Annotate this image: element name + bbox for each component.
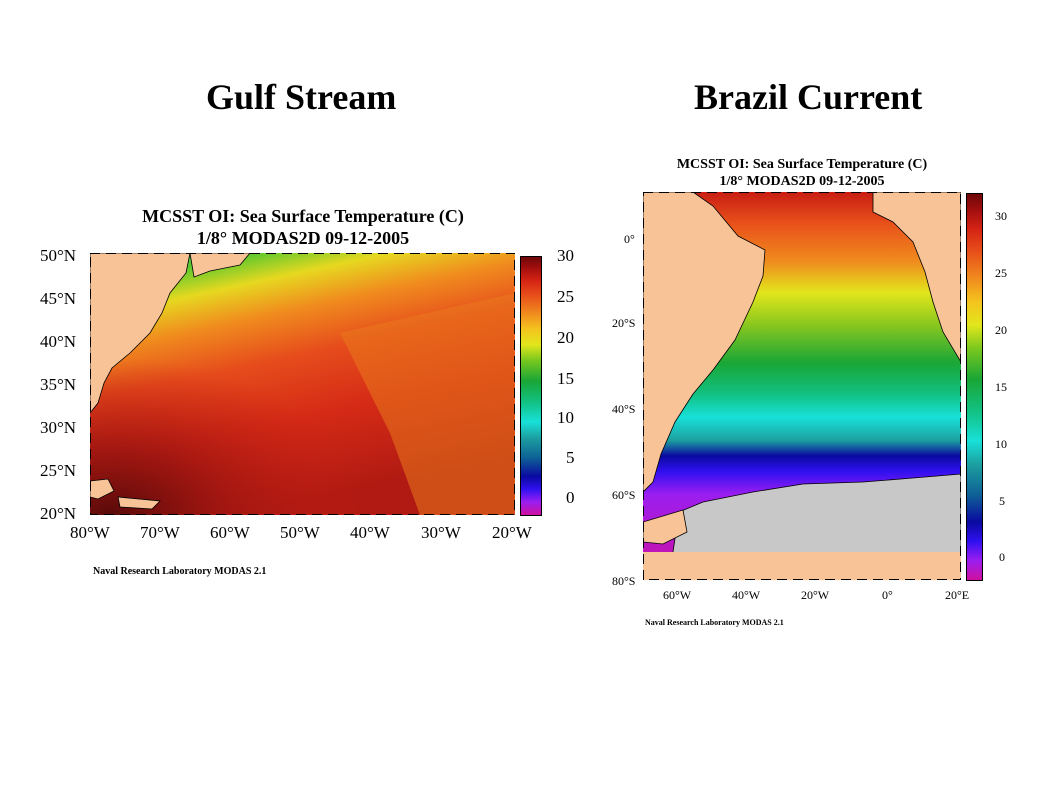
gulf-colorbar (520, 256, 542, 516)
gulf-lon-label: 60°W (210, 523, 250, 542)
brazil-colorbar (966, 193, 983, 581)
brazil-credit: Naval Research Laboratory MODAS 2.1 (645, 618, 784, 627)
brazil-colorbar-label: 30 (995, 209, 1007, 223)
brazil-sst-map (643, 192, 961, 580)
brazil-lat-label: 80°S (612, 574, 636, 588)
gulf-lon-label: 30°W (421, 523, 461, 542)
brazil-colorbar-label: 20 (995, 323, 1007, 337)
gulf-lat-label: 50°N (40, 246, 77, 265)
gulf-lon-label: 80°W (70, 523, 110, 542)
brazil-land-africa (872, 192, 961, 363)
gulf-lon-label: 20°W (492, 523, 532, 542)
brazil-lat-label: 60°S (612, 488, 636, 502)
gulf-colorbar-label: 20 (557, 328, 574, 347)
gulf-lat-label: 20°N (40, 504, 77, 523)
gulf-lat-label: 25°N (40, 461, 77, 480)
gulf-colorbar-label: 10 (557, 408, 574, 427)
brazil-colorbar-label: 10 (995, 437, 1007, 451)
gulf-lon-label: 70°W (140, 523, 180, 542)
gulf-map-title-line1: MCSST OI: Sea Surface Temperature (C) (142, 206, 464, 226)
gulf-colorbar-label: 15 (557, 369, 574, 388)
brazil-lon-label: 0° (882, 588, 893, 602)
brazil-colorbar-label: 15 (995, 380, 1007, 394)
gulf-colorbar-label: 5 (566, 448, 575, 467)
gulf-land-north-america (90, 253, 191, 414)
gulf-colorbar-label: 30 (557, 246, 574, 265)
gulf-lat-label: 35°N (40, 375, 77, 394)
brazil-colorbar-label: 25 (995, 266, 1007, 280)
gulf-lat-label: 30°N (40, 418, 77, 437)
gulf-lon-label: 50°W (280, 523, 320, 542)
brazil-colorbar-label: 0 (999, 550, 1005, 564)
slide-title-brazil-current: Brazil Current (694, 77, 923, 117)
slide-title-gulf-stream: Gulf Stream (206, 77, 397, 117)
brazil-map-title-line2: 1/8° MODAS2D 09-12-2005 (719, 174, 885, 189)
gulf-map-title-line2: 1/8° MODAS2D 09-12-2005 (196, 228, 410, 248)
brazil-land-south-america (643, 192, 766, 493)
brazil-lat-label: 0° (624, 232, 635, 246)
brazil-lon-label: 20°E (945, 588, 970, 602)
gulf-colorbar-label: 0 (566, 488, 575, 507)
brazil-colorbar-label: 5 (999, 494, 1005, 508)
gulf-colorbar-label: 25 (557, 287, 574, 306)
brazil-lon-label: 20°W (801, 588, 830, 602)
brazil-lon-label: 40°W (732, 588, 761, 602)
gulf-sst-map (90, 253, 515, 515)
gulf-lat-label: 40°N (40, 332, 77, 351)
brazil-map-title-line1: MCSST OI: Sea Surface Temperature (C) (676, 157, 928, 172)
gulf-credit: Naval Research Laboratory MODAS 2.1 (93, 566, 267, 577)
gulf-lat-label: 45°N (40, 289, 77, 308)
brazil-lon-label: 60°W (663, 588, 692, 602)
brazil-lat-label: 40°S (612, 402, 636, 416)
gulf-lon-label: 40°W (350, 523, 390, 542)
brazil-lat-label: 20°S (612, 316, 636, 330)
